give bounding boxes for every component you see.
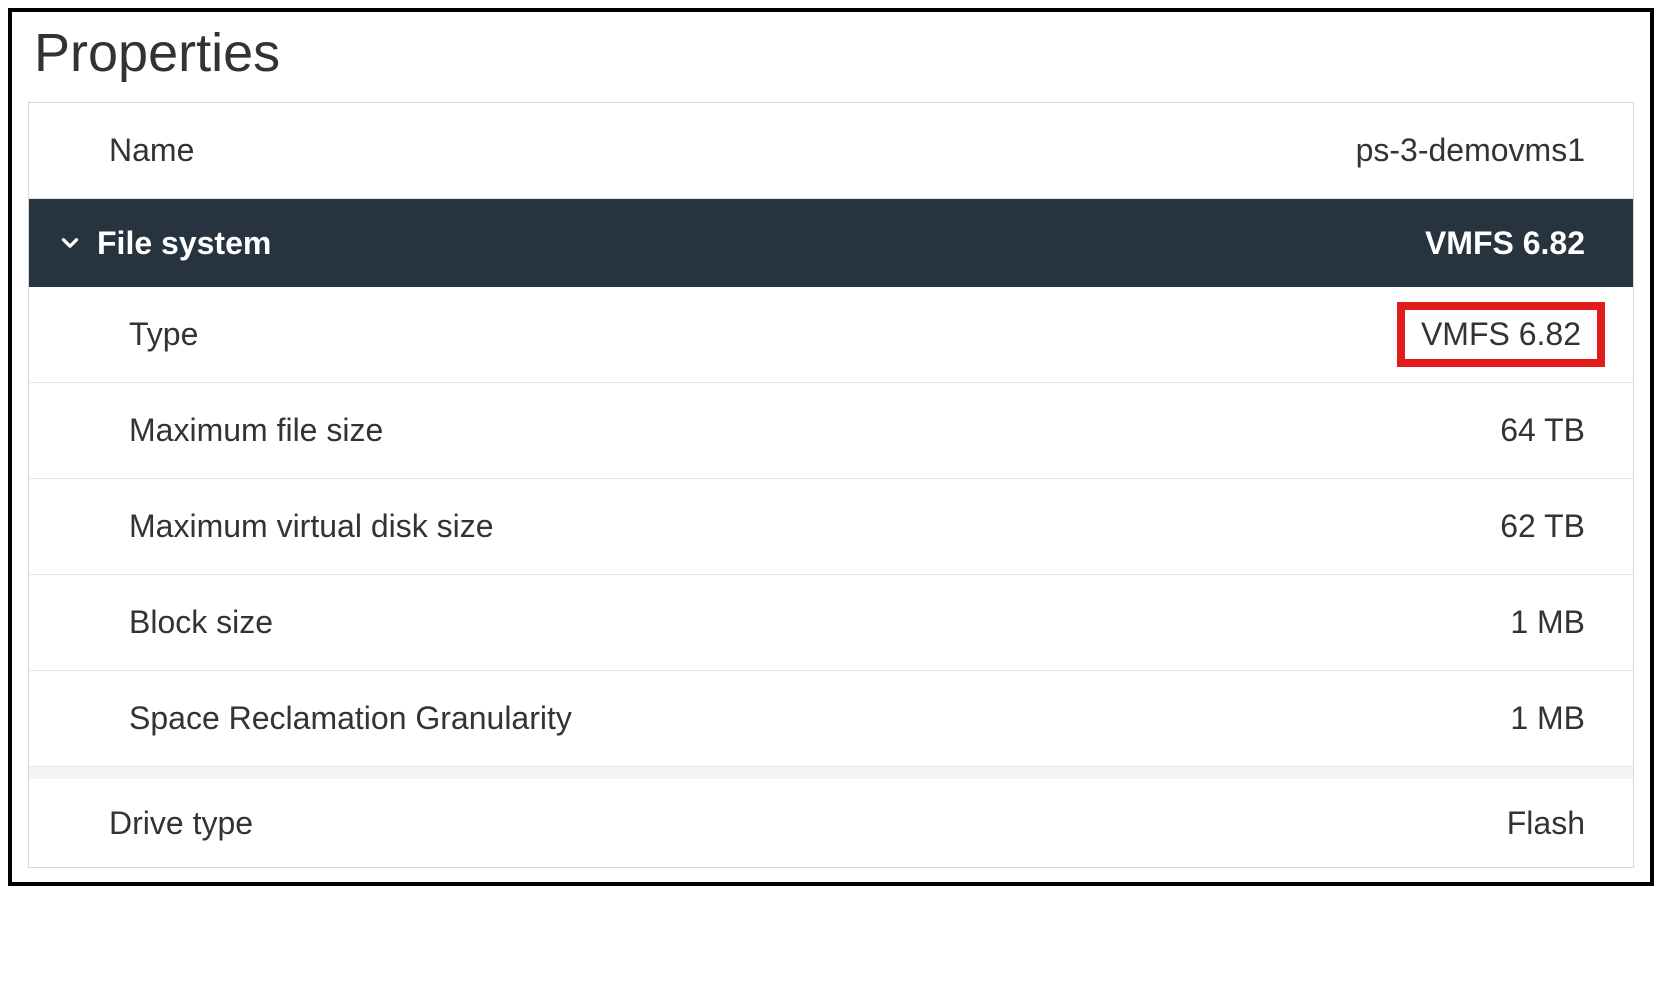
row-max-vdisk-size: Maximum virtual disk size 62 TB	[29, 479, 1633, 575]
value-max-vdisk-size: 62 TB	[1500, 508, 1585, 545]
value-max-file-size: 64 TB	[1500, 412, 1585, 449]
properties-panel: Properties Name ps-3-demovms1 File syste…	[8, 8, 1654, 886]
row-type: Type VMFS 6.82	[29, 287, 1633, 383]
label-filesystem: File system	[97, 225, 271, 262]
value-space-reclaim: 1 MB	[1510, 700, 1585, 737]
label-drive-type: Drive type	[109, 805, 253, 842]
label-max-file-size: Maximum file size	[129, 412, 383, 449]
value-drive-type: Flash	[1507, 805, 1585, 842]
row-block-size: Block size 1 MB	[29, 575, 1633, 671]
label-max-vdisk-size: Maximum virtual disk size	[129, 508, 494, 545]
value-filesystem: VMFS 6.82	[1425, 225, 1585, 262]
highlight-box: VMFS 6.82	[1397, 302, 1605, 367]
row-filesystem-header[interactable]: File system VMFS 6.82	[29, 199, 1633, 287]
label-name: Name	[109, 132, 194, 169]
row-space-reclaim: Space Reclamation Granularity 1 MB	[29, 671, 1633, 767]
label-block-size: Block size	[129, 604, 273, 641]
row-max-file-size: Maximum file size 64 TB	[29, 383, 1633, 479]
value-block-size: 1 MB	[1510, 604, 1585, 641]
panel-title: Properties	[12, 12, 1650, 102]
row-drive-type: Drive type Flash	[29, 767, 1633, 867]
row-name: Name ps-3-demovms1	[29, 103, 1633, 199]
properties-table: Name ps-3-demovms1 File system VMFS 6.82…	[28, 102, 1634, 868]
value-type: VMFS 6.82	[1421, 316, 1581, 352]
label-type: Type	[129, 316, 198, 353]
value-name: ps-3-demovms1	[1356, 132, 1585, 169]
chevron-down-icon	[57, 230, 83, 256]
label-space-reclaim: Space Reclamation Granularity	[129, 700, 572, 737]
